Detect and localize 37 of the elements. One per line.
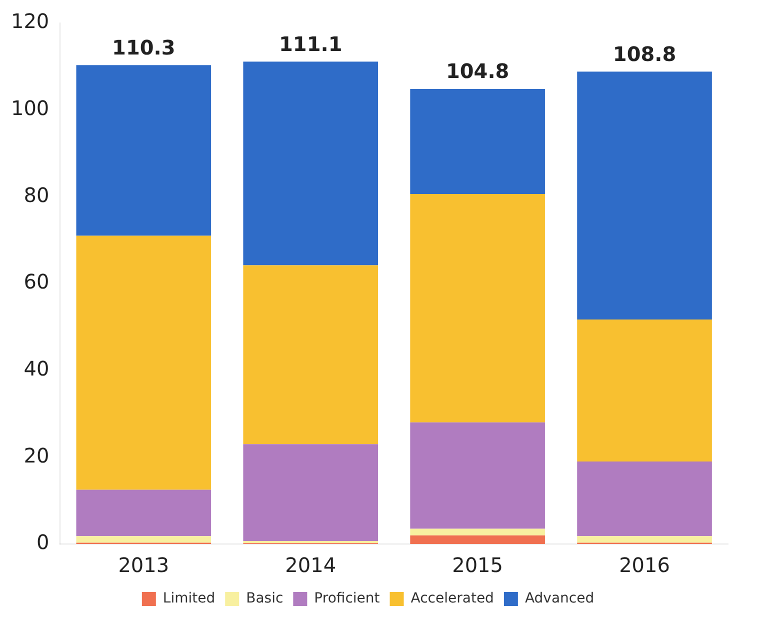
x-tick-label: 2013 [118,553,170,578]
bar [410,535,545,544]
bar [577,462,712,536]
bar [76,236,212,490]
bar [76,65,212,236]
bar [410,528,545,536]
y-tick-label: 120 [10,9,50,34]
y-tick-label: 80 [24,182,50,207]
y-tick-label: 0 [36,530,50,554]
legend-label: Proficient [314,590,380,607]
bar [410,422,545,529]
bar [410,194,545,422]
bar [577,536,712,543]
bar [577,72,712,320]
y-tick-label: 20 [24,443,50,468]
x-tick-label: 2014 [285,553,336,578]
bar [243,265,378,444]
legend-label: Basic [246,590,284,607]
legend-label: Accelerated [410,590,494,607]
legend-label: Advanced [524,590,594,607]
y-tick-label: 60 [24,270,50,294]
total-label: 108.8 [612,42,676,66]
total-label: 111.1 [278,32,342,56]
bar [243,62,378,266]
total-label: 104.8 [446,59,510,84]
bar [76,490,212,536]
bar [76,536,212,543]
x-tick-label: 2016 [619,553,670,578]
y-tick-label: 100 [10,96,50,120]
bar [577,320,712,462]
bar [243,540,378,544]
y-tick-label: 40 [24,356,50,381]
x-tick-label: 2015 [452,553,504,578]
bar [243,444,378,541]
total-label: 110.3 [112,35,176,60]
bar [410,88,545,194]
legend-label: Limited [162,590,216,607]
